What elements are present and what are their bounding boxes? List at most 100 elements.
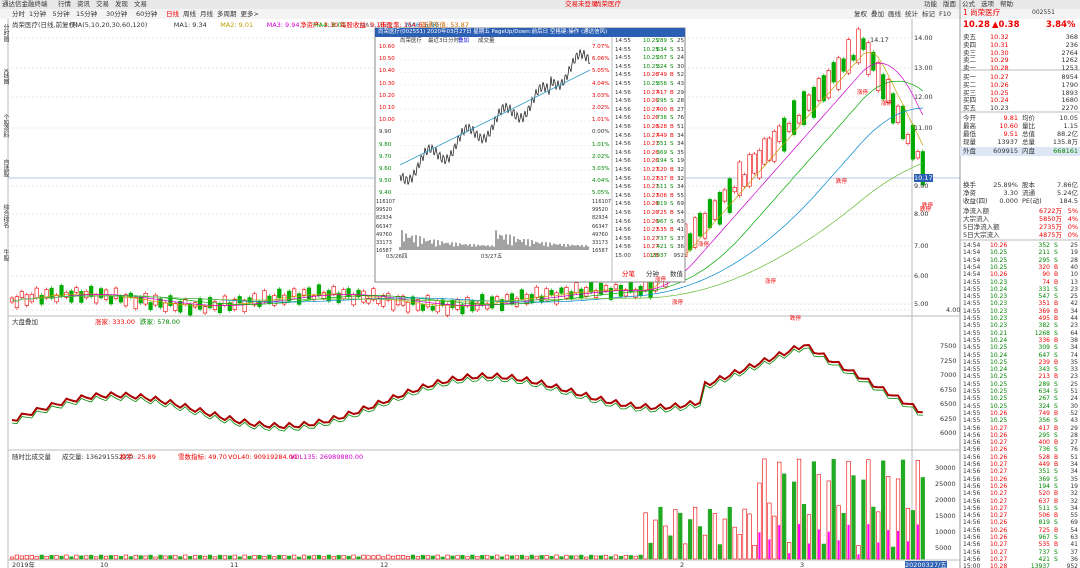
candle (301, 289, 307, 296)
tick-price: 10.27 (643, 132, 659, 139)
volume-bar (49, 555, 54, 560)
tick-side: S (670, 201, 674, 208)
ma-line (11, 62, 924, 306)
candle (900, 105, 906, 140)
side-tab[interactable]: 自选股 (2, 159, 9, 177)
menu-item[interactable]: 交易 (96, 0, 109, 8)
tick-volume: 520 (1038, 490, 1050, 498)
period-tab[interactable]: 日线 (166, 10, 179, 18)
tick-volume: 369 (656, 149, 668, 156)
period-tab[interactable]: 月线 (200, 10, 213, 18)
side-tab[interactable]: 分时图 (2, 24, 9, 42)
tick-count: 19 (1070, 482, 1078, 490)
candle (148, 302, 153, 311)
volume-bar (321, 556, 326, 560)
tick-side: B (1054, 541, 1059, 549)
volume-bar (648, 542, 653, 560)
menu-item[interactable]: 发现 (115, 0, 128, 8)
volume-bar (24, 555, 29, 560)
book-volume: 2764 (1061, 48, 1078, 57)
menu-item[interactable]: 行情 (58, 0, 71, 8)
tick-volume: 1268 (1034, 329, 1050, 337)
volume-bar (841, 512, 846, 560)
candle (593, 290, 599, 298)
period-tab[interactable]: 1分钟 (29, 10, 47, 18)
period-tab[interactable]: 30分钟 (106, 10, 128, 18)
x-label: 2019年 (12, 561, 36, 568)
tick-price: 10.25 (990, 395, 1008, 403)
candle (712, 200, 717, 220)
side-tab[interactable]: K线图 (2, 69, 9, 85)
tick-volume: 495 (1038, 315, 1050, 322)
popup-tab[interactable]: 分笔 (622, 270, 635, 278)
tick-time: 14:56 (963, 555, 981, 563)
tick-price: 10.23 (990, 293, 1008, 301)
x-label: 11 (230, 561, 239, 568)
period-tab[interactable]: 5分钟 (52, 10, 70, 18)
candle (762, 138, 767, 165)
candle (613, 284, 618, 290)
period-tab[interactable]: 分时 (12, 10, 25, 18)
volume-bar (579, 554, 584, 560)
tool-button[interactable]: F10 (939, 10, 952, 18)
tick-time: 14:55 (615, 55, 631, 62)
volume-bar (867, 524, 870, 559)
period-tab[interactable]: 周线 (183, 10, 196, 18)
tick-time: 14:56 (615, 201, 631, 208)
tick-price: 10.25 (643, 63, 659, 70)
tick-count: 25 (677, 38, 684, 44)
menu-item[interactable]: 功能 (924, 0, 937, 8)
tool-button[interactable]: 画线 (888, 10, 901, 18)
volume-bar (331, 556, 336, 560)
y-label: 9.70 (379, 153, 392, 160)
menu-item[interactable]: 资讯 (77, 0, 90, 8)
side-tab[interactable]: 牛股 (2, 249, 9, 261)
volume-bar (564, 554, 569, 560)
popup-option[interactable]: 尚荣医疗 (400, 38, 423, 44)
candle (811, 87, 816, 118)
volume-bar (494, 554, 500, 560)
menu-item[interactable]: 版面 (943, 0, 956, 8)
side-tab[interactable]: 综合排名 (2, 204, 9, 228)
candle (717, 192, 722, 225)
menu-item[interactable]: 文易 (134, 0, 147, 8)
popup-option[interactable]: 成交量 (478, 38, 495, 44)
tick-side: S (1054, 417, 1058, 425)
y-label: 66347 (376, 223, 392, 230)
tick-side: S (1054, 446, 1058, 454)
volume-bar (643, 512, 648, 560)
period-tab[interactable]: 60分钟 (136, 10, 158, 18)
volume-bar (811, 461, 816, 560)
side-tab[interactable]: 个股资料 (2, 114, 9, 138)
tick-count: 36 (677, 244, 684, 251)
flow-label: 净流入额 (963, 207, 989, 215)
candle (490, 296, 495, 309)
tick-count: 35 (677, 149, 684, 156)
tick-count: 30 (1070, 402, 1078, 410)
menu-item[interactable]: 选项 (981, 0, 994, 8)
volume-bar (688, 519, 693, 560)
popup-tab[interactable]: 分钟 (646, 270, 659, 278)
candle (702, 213, 708, 239)
popup-option[interactable]: 叠加 (458, 38, 470, 44)
tick-time: 14:56 (615, 106, 631, 113)
candle (791, 100, 797, 135)
tick-count: 51 (1070, 453, 1078, 461)
popup-option[interactable]: 最近3日分时 (428, 38, 459, 44)
popup-tab[interactable]: 数值 (670, 270, 683, 278)
tool-button[interactable]: 标记 (922, 10, 935, 18)
y-label: 10.40 (379, 68, 395, 75)
period-tab[interactable]: 多周期 (217, 10, 237, 18)
tool-button[interactable]: 叠加 (871, 10, 884, 18)
y-label: 9.60 (379, 166, 392, 172)
menu-item[interactable]: 帮助 (1000, 0, 1013, 8)
tick-count: 23 (1070, 285, 1078, 293)
period-tab[interactable]: 15分钟 (76, 10, 98, 18)
volume-bar (910, 510, 915, 560)
tool-button[interactable]: 复权 (854, 10, 867, 18)
volume-bar (39, 554, 44, 560)
period-tab[interactable]: 更多> (240, 10, 259, 18)
tool-button[interactable]: 统计 (905, 10, 918, 18)
menu-item[interactable]: 公式 (962, 0, 975, 8)
candle (252, 293, 257, 306)
